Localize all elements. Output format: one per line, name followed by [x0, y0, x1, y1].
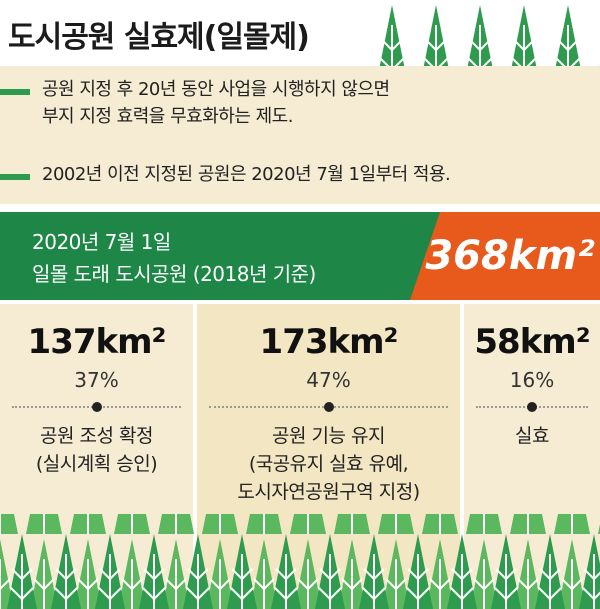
divider — [476, 402, 588, 422]
bullet-line: 2002년 이전 지정된 공원은 2020년 7월 1일부터 적용. — [42, 164, 451, 185]
bullet-box: 공원 지정 후 20년 동안 사업을 시행하지 않으면 부지 지정 효력을 무효… — [0, 66, 600, 204]
bottom-trees — [0, 514, 600, 609]
column-line: 도시자연공원구역 지정) — [237, 481, 420, 503]
divider — [209, 402, 448, 422]
share: 37% — [74, 368, 119, 392]
area: 137km² — [27, 322, 167, 362]
title: 도시공원 실효제(일몰제) — [8, 20, 310, 55]
banner-total: 368km² — [410, 212, 600, 300]
bullet-text: 2002년 이전 지정된 공원은 2020년 7월 1일부터 적용. — [42, 161, 451, 188]
column-line: 공원 기능 유지 — [272, 425, 385, 447]
top-trees — [370, 0, 600, 66]
banner-line: 2020년 7월 1일 — [32, 230, 171, 254]
area: 173km² — [259, 322, 399, 362]
bullet-text: 공원 지정 후 20년 동안 사업을 시행하지 않으면 부지 지정 효력을 무효… — [42, 76, 390, 130]
divider — [12, 402, 181, 422]
bullet-marker — [0, 174, 30, 180]
bullet-line: 공원 지정 후 20년 동안 사업을 시행하지 않으면 — [42, 79, 390, 100]
banner-line: 일몰 도래 도시공원 (2018년 기준) — [32, 262, 316, 286]
column-line: 실효 — [515, 425, 549, 447]
share: 16% — [509, 368, 555, 392]
column-line: (실시계획 승인) — [35, 453, 158, 475]
share: 47% — [306, 368, 351, 392]
banner: 2020년 7월 1일 일몰 도래 도시공원 (2018년 기준) 368km² — [0, 212, 600, 300]
column-line: (국공유지 실효 유예, — [248, 453, 409, 475]
column-line: 공원 조성 확정 — [40, 425, 153, 447]
bullet-marker — [0, 89, 30, 95]
bullet-line: 부지 지정 효력을 무효화하는 제도. — [42, 106, 293, 127]
area: 58km² — [474, 322, 590, 362]
